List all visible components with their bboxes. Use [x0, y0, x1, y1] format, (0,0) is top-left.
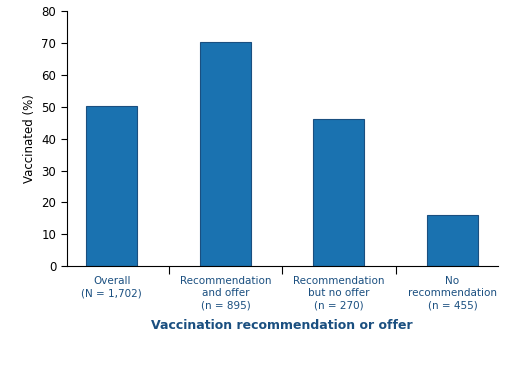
Bar: [313, 119, 364, 266]
Y-axis label: Vaccinated (%): Vaccinated (%): [23, 94, 36, 183]
Bar: [86, 106, 137, 266]
Bar: [200, 42, 251, 266]
Bar: [427, 215, 478, 266]
X-axis label: Vaccination recommendation or offer: Vaccination recommendation or offer: [151, 319, 413, 332]
